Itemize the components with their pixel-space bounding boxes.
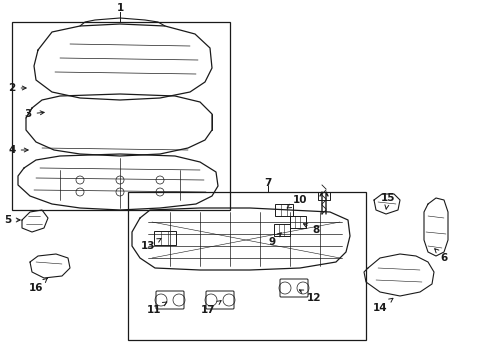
Bar (128, 192, 366, 340)
Text: 17: 17 (201, 301, 221, 315)
Bar (12, 22, 230, 210)
Text: 3: 3 (24, 109, 44, 119)
Text: 9: 9 (269, 233, 281, 247)
Text: 5: 5 (4, 215, 20, 225)
Text: 2: 2 (8, 83, 26, 93)
Bar (318, 192, 330, 200)
Bar (275, 204, 293, 216)
Text: 7: 7 (264, 178, 271, 188)
Bar (154, 231, 176, 245)
Text: 14: 14 (373, 298, 393, 313)
Text: 11: 11 (147, 302, 167, 315)
Text: 13: 13 (141, 239, 161, 251)
Text: 16: 16 (29, 278, 48, 293)
Bar (290, 216, 306, 228)
Text: 8: 8 (303, 224, 319, 235)
Text: 10: 10 (287, 195, 307, 208)
Text: 4: 4 (8, 145, 28, 155)
Text: 15: 15 (381, 193, 395, 209)
Text: 6: 6 (435, 249, 448, 263)
Text: 1: 1 (117, 3, 123, 13)
Text: 12: 12 (299, 290, 321, 303)
Bar (274, 224, 290, 236)
